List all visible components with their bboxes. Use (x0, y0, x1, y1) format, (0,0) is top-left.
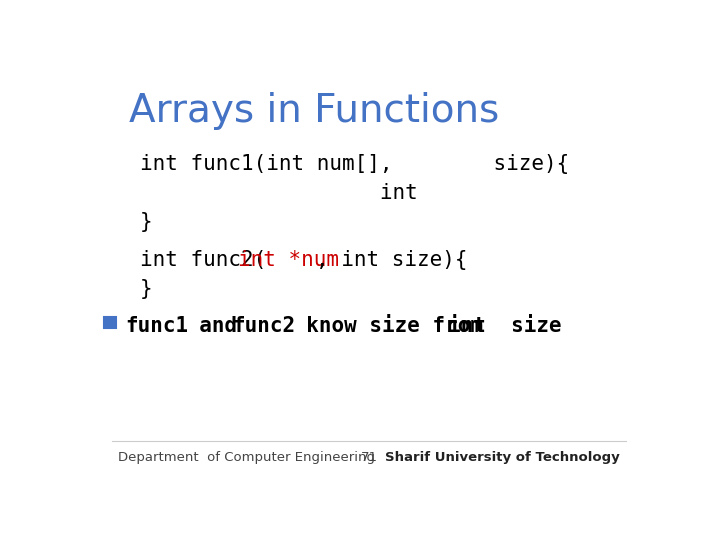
Text: Sharif University of Technology: Sharif University of Technology (385, 451, 620, 464)
Text: }: } (140, 212, 153, 232)
Text: and: and (174, 316, 250, 336)
Text: , int size){: , int size){ (316, 250, 468, 270)
Text: Arrays in Functions: Arrays in Functions (129, 92, 499, 130)
Text: Department  of Computer Engineering: Department of Computer Engineering (118, 451, 375, 464)
Text: int *num: int *num (238, 250, 339, 270)
Text: func2: func2 (233, 316, 296, 336)
Bar (104, 317, 117, 328)
Text: int: int (140, 183, 418, 203)
Text: }: } (140, 279, 153, 299)
Text: int func2(: int func2( (140, 250, 266, 270)
Text: 71: 71 (361, 451, 377, 464)
Text: int func1(int num[],        size){: int func1(int num[], size){ (140, 154, 570, 174)
Text: func1: func1 (125, 316, 188, 336)
Text: int  size: int size (448, 316, 562, 336)
Text: know size from: know size from (282, 316, 496, 336)
